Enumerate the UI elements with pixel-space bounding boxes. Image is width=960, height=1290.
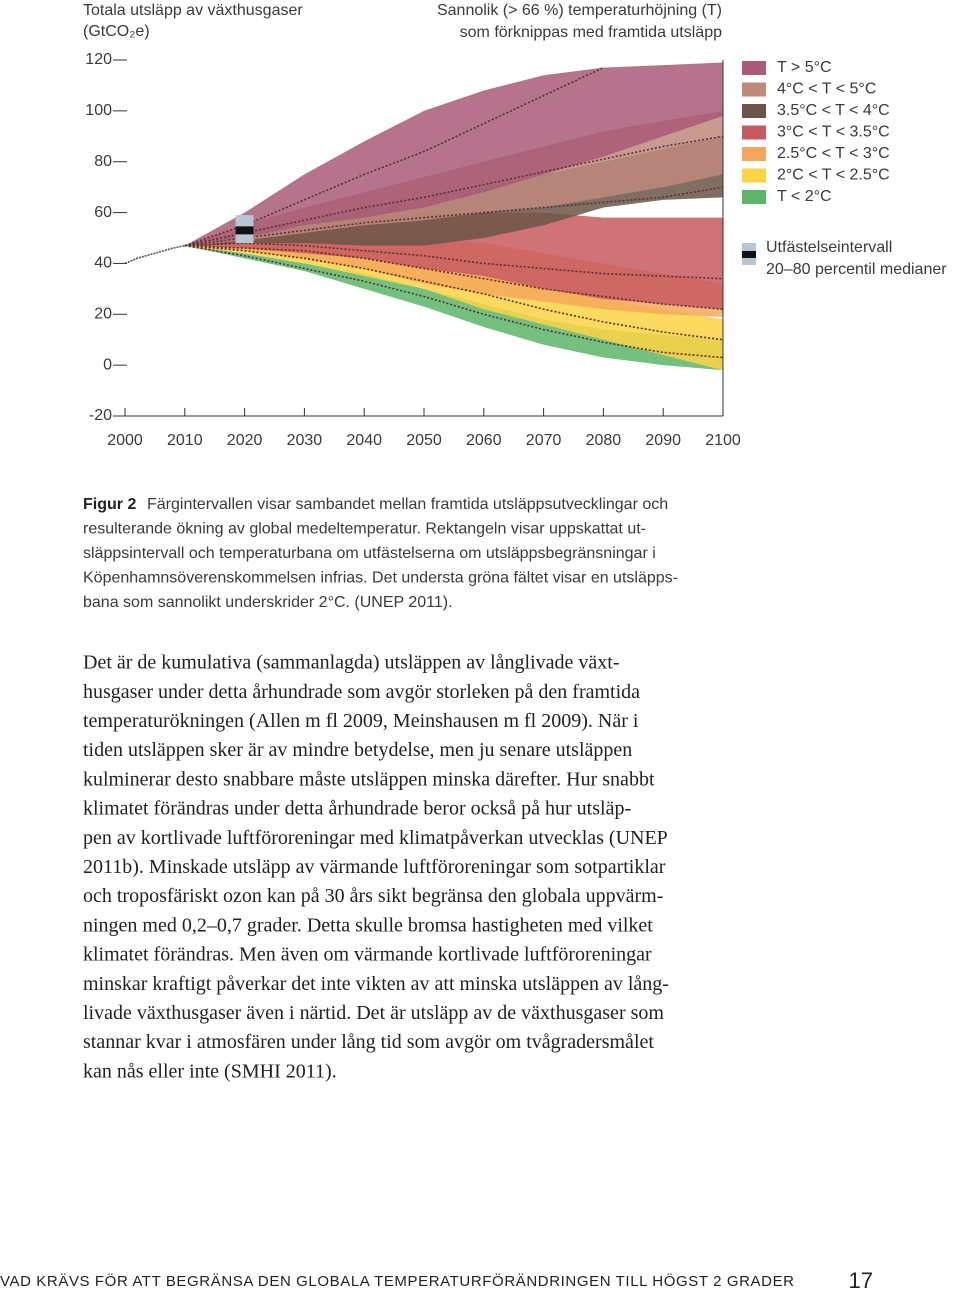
legend-swatch: [742, 125, 766, 140]
legend-label: T < 2°C: [777, 188, 832, 205]
body-line: klimatet förändras under detta århundrad…: [83, 798, 631, 820]
legend-label: 3.5°C < T < 4°C: [777, 102, 890, 119]
body-line: ningen med 0,2–0,7 grader. Detta skulle …: [83, 914, 653, 936]
x-tick-label: 2070: [526, 432, 562, 449]
legend-swatch: [742, 104, 766, 118]
x-tick-label: 2030: [287, 432, 323, 449]
x-tick-label: 2060: [466, 432, 502, 449]
x-tick-label: 2090: [645, 432, 681, 449]
x-tick-label: 2000: [107, 432, 143, 449]
legend-label: 2.5°C < T < 3°C: [777, 145, 890, 162]
body-line: Det är de kumulativa (sammanlagda) utslä…: [83, 652, 619, 674]
y-axis-title: (GtCO₂e): [83, 23, 150, 40]
median-line: [184, 244, 724, 341]
legend-swatch: [742, 147, 766, 161]
x-tick-label: 2080: [586, 432, 622, 449]
body-line: klimatet förändras. Men även om värmande…: [83, 944, 652, 966]
y-tick-label: -20: [89, 407, 112, 424]
history-line: [124, 244, 185, 265]
caption-line: bana som sannolikt underskrider 2°C. (UN…: [83, 594, 453, 611]
footer-title: VAD KRÄVS FÖR ATT BEGRÄNSA DEN GLOBALA T…: [0, 1272, 795, 1290]
y-tick-label: 40: [94, 255, 112, 272]
legend-label: Utfästelseintervall: [766, 239, 892, 256]
caption-line: resulterande ökning av global medeltempe…: [83, 521, 646, 538]
legend-label: 4°C < T < 5°C: [777, 81, 876, 98]
band: [184, 245, 724, 371]
y-axis-title: Totala utsläpp av växthusgaser: [83, 2, 303, 19]
median-line: [184, 242, 724, 280]
body-line: husgaser under detta århundrade som avgö…: [83, 681, 640, 703]
pledge-median: [235, 226, 254, 235]
y-tick-label: 80: [94, 153, 112, 170]
body-line: tiden utsläppen sker är av mindre betyde…: [83, 739, 632, 761]
legend-label: 2°C < T < 2.5°C: [777, 167, 890, 184]
caption-label: Figur 2: [83, 496, 136, 513]
legend-label: 20–80 percentil medianer: [766, 261, 947, 278]
body-line: stannar kvar i atmosfären under lång tid…: [83, 1031, 654, 1053]
y-tick-label: 60: [94, 204, 112, 221]
body-line: kan nås eller inte (SMHI 2011).: [83, 1060, 337, 1082]
median-line: [184, 244, 724, 310]
legend-label: T > 5°C: [777, 59, 832, 76]
y-tick-label: 120: [85, 51, 112, 68]
caption-line: släppsintervall och temperaturbana om ut…: [83, 545, 656, 562]
x-tick-label: 2040: [346, 432, 382, 449]
band: [184, 238, 724, 317]
legend-swatch: [742, 190, 766, 204]
body-line: temperaturökningen (Allen m fl 2009, Mei…: [83, 710, 639, 732]
legend-swatch: [742, 61, 766, 75]
body-line: kulminerar desto snabbare måste utsläppe…: [83, 768, 655, 790]
body-line: 2011b). Minskade utsläpp av värmande luf…: [83, 856, 666, 878]
page-number: 17: [849, 1268, 873, 1290]
caption-line: Färgintervallen visar sambandet mellan f…: [147, 496, 668, 513]
x-tick-label: 2010: [167, 432, 203, 449]
x-tick-label: 2050: [406, 432, 442, 449]
legend-label: 3°C < T < 3.5°C: [777, 124, 890, 141]
y-tick-label: 20: [94, 306, 112, 323]
body-line: pen av kortlivade luftföroreningar med k…: [83, 827, 668, 849]
legend-swatch: [742, 168, 766, 183]
median-line: [184, 66, 604, 247]
x-tick-label: 2100: [705, 432, 741, 449]
median-line: [184, 244, 724, 359]
caption-line: Köpenhamnsöverenskommelsen infrias. Det …: [83, 570, 678, 587]
body-line: och troposfäriskt ozon kan på 30 års sik…: [83, 885, 663, 907]
x-tick-label: 2020: [227, 432, 263, 449]
band: [184, 62, 724, 246]
legend-swatch: [742, 82, 766, 97]
body-line: minskar kraftigt påverkar det inte vikte…: [83, 973, 669, 995]
y-tick-label: 100: [85, 102, 112, 119]
legend-pledge-median: [742, 251, 756, 258]
chart-title: som förknippas med framtida utsläpp: [460, 24, 722, 41]
chart-title: Sannolik (> 66 %) temperaturhöjning (T): [437, 2, 722, 19]
body-line: livade växthusgaser även i närtid. Det ä…: [83, 1002, 664, 1024]
y-tick-label: 0: [103, 356, 112, 373]
